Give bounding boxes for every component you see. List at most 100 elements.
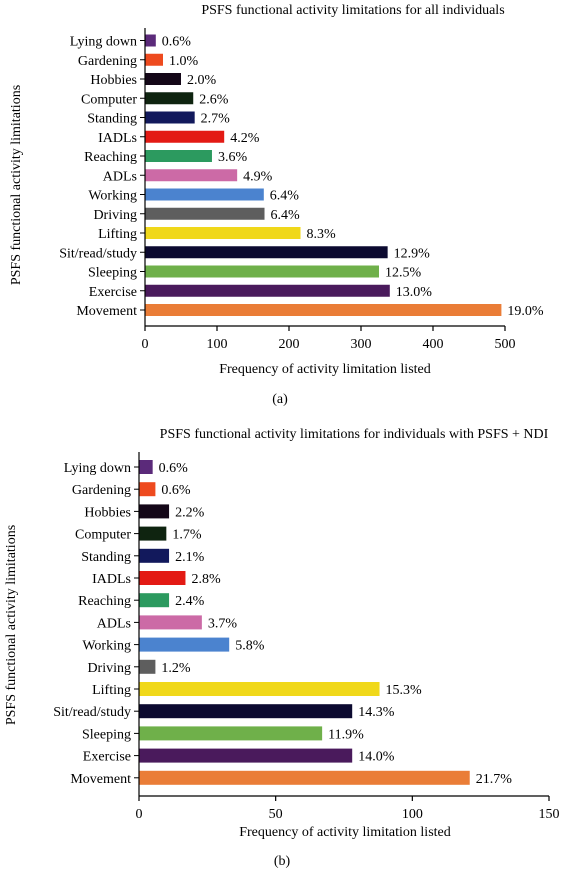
category-label: Lying down [64,461,131,476]
data-label: 14.3% [358,705,395,720]
x-tick-label: 150 [539,807,560,822]
data-label: 1.0% [169,54,199,69]
panel-label: (b) [274,854,291,869]
data-label: 1.7% [172,528,202,543]
category-label: Working [82,639,131,654]
category-label: Computer [75,528,131,543]
data-label: 12.5% [385,266,422,281]
bar-gardening [145,53,163,66]
category-label: Gardening [72,483,131,498]
x-axis-label: Frequency of activity limitation listed [239,825,451,840]
bar-lifting [145,227,301,239]
data-label: 0.6% [162,35,192,50]
data-label: 2.6% [199,92,229,107]
bar-standing [145,111,195,124]
category-label: Reaching [84,150,137,165]
bar-iadls [145,130,225,143]
bar-working [145,188,264,201]
data-label: 21.7% [476,772,513,787]
category-label: Sleeping [88,266,137,281]
x-tick-label: 100 [207,337,228,352]
y-axis-label: PSFS functional activity limitations [4,525,19,725]
bar-gardening [139,482,156,497]
chart-panel-a: PSFS functional activity limitations for… [9,3,544,407]
data-label: 2.8% [191,572,221,587]
data-label: 2.0% [187,73,217,88]
bar-hobbies [145,73,181,85]
data-label: 0.6% [161,483,191,498]
bar-standing [139,548,170,563]
bar-reaching [139,593,170,608]
x-tick-label: 0 [142,337,149,352]
bar-working [139,637,230,652]
category-label: Sit/read/study [59,246,137,261]
data-label: 8.3% [307,227,337,242]
category-label: Hobbies [90,73,137,88]
bar-reaching [145,150,212,162]
bar-lying-down [145,34,156,47]
panel-label: (a) [272,392,288,407]
bar-iadls [139,571,186,585]
category-label: Computer [81,92,137,107]
bar-exercise [145,284,390,297]
category-label: Sleeping [82,727,131,742]
data-label: 2.4% [175,594,205,609]
data-label: 14.0% [358,750,395,765]
data-label: 4.2% [230,131,260,146]
bar-sit-read-study [139,704,353,719]
data-label: 15.3% [386,683,423,698]
x-tick-label: 400 [423,337,444,352]
category-label: Sit/read/study [53,705,131,720]
x-tick-label: 500 [495,337,516,352]
category-label: Lifting [92,683,131,698]
category-label: ADLs [97,616,131,631]
bar-adls [145,169,238,182]
data-label: 2.7% [201,112,231,127]
bar-computer [145,92,194,105]
category-label: Driving [93,208,137,223]
bar-adls [139,615,202,630]
category-label: Standing [81,550,131,565]
bar-sit-read-study [145,246,388,259]
bar-driving [139,659,156,674]
bar-movement [145,304,502,316]
category-label: IADLs [98,131,137,146]
x-tick-label: 300 [351,337,372,352]
data-label: 6.4% [270,189,300,204]
data-label: 11.9% [328,727,364,742]
bar-computer [139,526,167,541]
category-label: Hobbies [84,505,131,520]
category-label: Driving [87,661,131,676]
category-label: Lifting [98,227,137,242]
y-axis-label: PSFS functional activity limitations [9,85,24,285]
category-label: Movement [76,304,137,319]
category-label: Movement [70,772,131,787]
category-label: Lying down [70,35,137,50]
category-label: Standing [87,112,137,127]
data-label: 3.6% [218,150,248,165]
category-label: ADLs [103,169,137,184]
chart-title: PSFS functional activity limitations for… [201,3,504,18]
data-label: 13.0% [396,285,433,300]
data-label: 6.4% [271,208,301,223]
data-label: 2.2% [175,505,205,520]
chart-title: PSFS functional activity limitations for… [160,427,549,442]
bar-hobbies [139,504,170,519]
bar-sleeping [139,726,323,741]
data-label: 19.0% [507,304,544,319]
data-label: 2.1% [175,550,205,565]
data-label: 0.6% [159,461,189,476]
bar-movement [139,770,470,785]
category-label: Working [88,189,137,204]
category-label: Reaching [78,594,131,609]
bar-lying-down [139,460,153,474]
category-label: IADLs [92,572,131,587]
data-label: 4.9% [243,169,273,184]
x-axis-label: Frequency of activity limitation listed [219,362,431,377]
bar-driving [145,207,265,220]
data-label: 5.8% [235,639,265,654]
bar-sleeping [145,265,379,278]
data-label: 3.7% [208,616,238,631]
data-label: 1.2% [161,661,191,676]
